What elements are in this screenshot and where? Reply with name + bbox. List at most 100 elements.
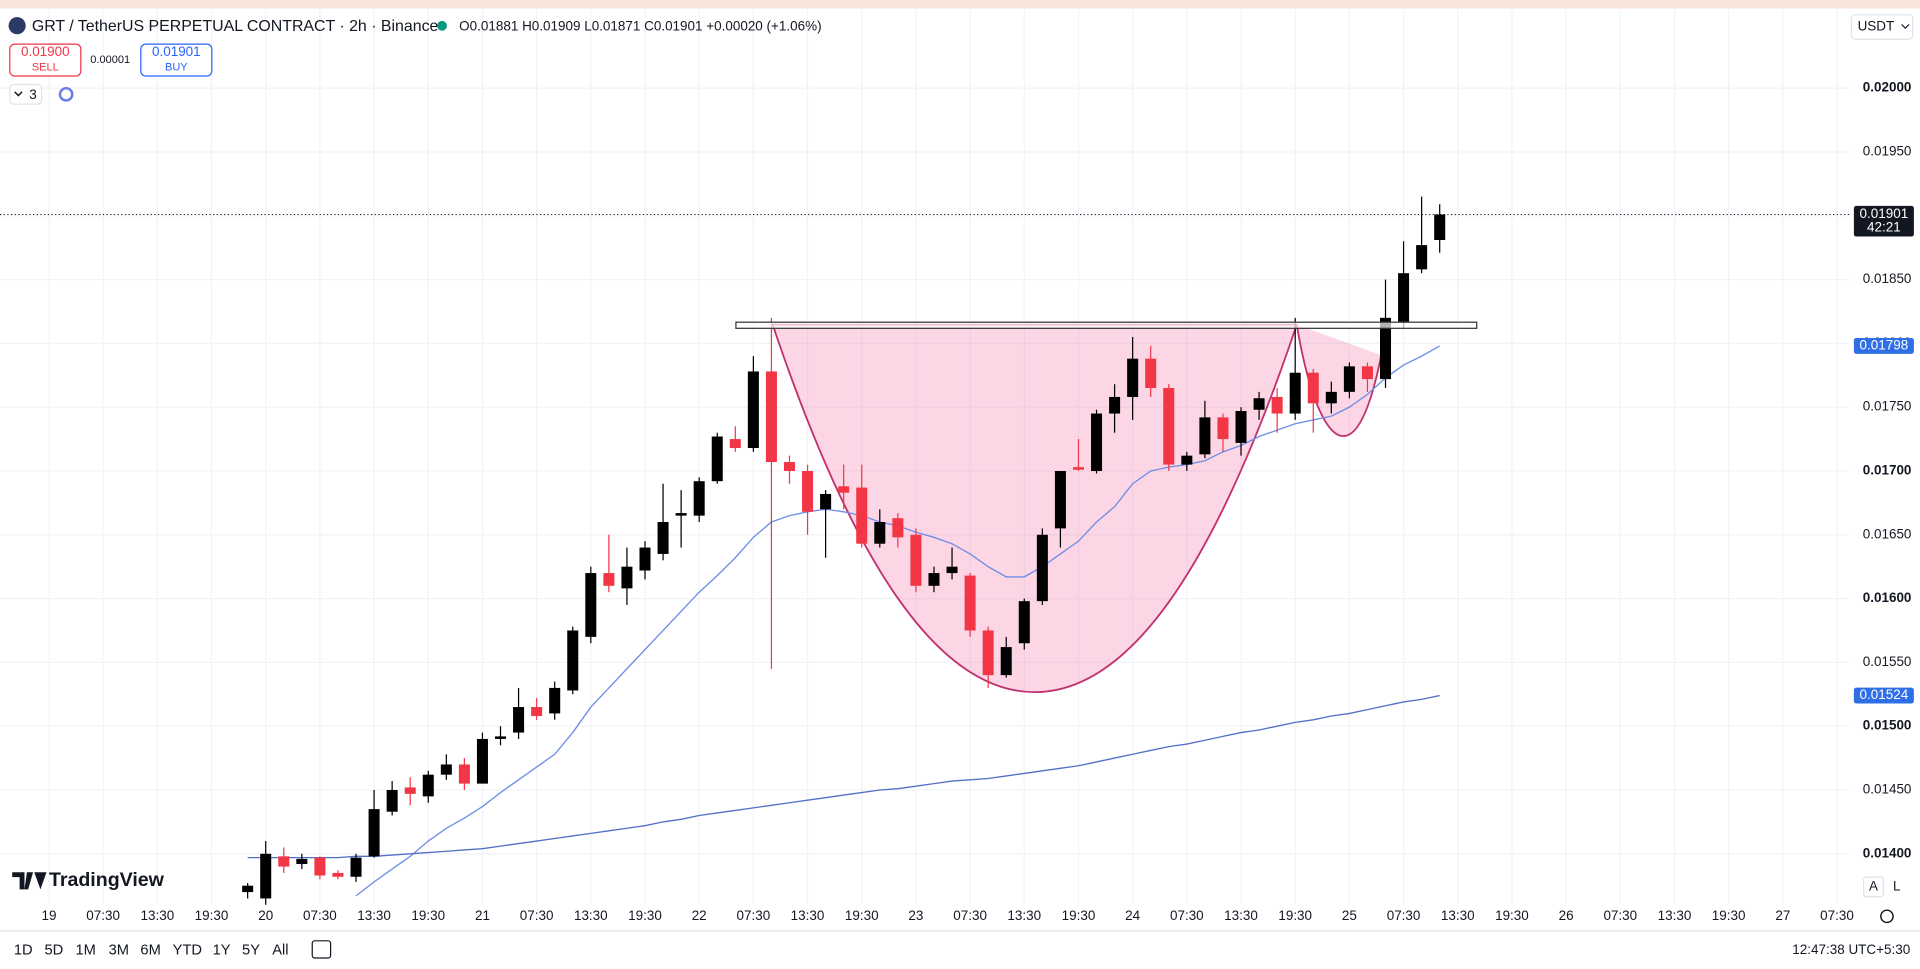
candle-body bbox=[1253, 398, 1265, 410]
settings-icon[interactable] bbox=[1880, 909, 1894, 924]
sell-price: 0.01900 bbox=[21, 44, 70, 59]
market-status bbox=[437, 20, 447, 31]
candle-body bbox=[386, 789, 398, 812]
currency-select[interactable] bbox=[1850, 14, 1914, 40]
x-tick-label: 19:30 bbox=[845, 908, 879, 923]
x-tick-label: 07:30 bbox=[1603, 908, 1637, 923]
x-tick-label: 19:30 bbox=[628, 908, 662, 923]
buy-label: BUY bbox=[165, 61, 188, 73]
indicators-count: 3 bbox=[29, 87, 36, 102]
x-tick-label: 19 bbox=[41, 908, 56, 923]
x-tick-label: 07:30 bbox=[1387, 908, 1421, 923]
x-tick-label: 13:30 bbox=[1007, 908, 1041, 923]
candle-body bbox=[639, 547, 651, 571]
y-tick-label: 0.01650 bbox=[1863, 526, 1912, 541]
resistance-box bbox=[735, 321, 1478, 329]
candle-body bbox=[495, 736, 507, 739]
range-button[interactable]: 1M bbox=[76, 942, 96, 958]
candle-body bbox=[982, 630, 994, 676]
buy-price: 0.01901 bbox=[152, 44, 201, 59]
candle-body bbox=[910, 534, 922, 586]
x-tick-label: 19:30 bbox=[195, 908, 229, 923]
y-tick-label: 0.01500 bbox=[1863, 718, 1912, 733]
candle-body bbox=[1307, 372, 1319, 404]
range-button[interactable]: 6M bbox=[140, 942, 160, 958]
symbol-icon bbox=[8, 17, 26, 35]
range-button[interactable]: 3M bbox=[109, 942, 129, 958]
candle-body bbox=[874, 522, 886, 544]
candle-body bbox=[458, 764, 470, 784]
candle-body bbox=[567, 630, 579, 691]
range-toolbar: 1D 5D 1M 3M 6M YTD 1Y 5Y All bbox=[14, 942, 289, 958]
x-tick-label: 21 bbox=[475, 908, 490, 923]
candle-body bbox=[1109, 396, 1121, 414]
chevron bbox=[14, 91, 23, 97]
x-tick-label: 07:30 bbox=[953, 908, 987, 923]
x-tick-label: 07:30 bbox=[1170, 908, 1204, 923]
candle-body bbox=[1145, 358, 1157, 389]
brand: TradingView bbox=[49, 869, 165, 891]
candle-body bbox=[964, 575, 976, 631]
ohlc-legend: O0.01881 H0.01909 L0.01871 C0.01901 +0.0… bbox=[459, 19, 821, 34]
x-tick-label: 13:30 bbox=[140, 908, 174, 923]
candle-body bbox=[404, 787, 416, 794]
candle-body bbox=[1018, 601, 1030, 644]
candle-body bbox=[1343, 366, 1355, 392]
x-tick-label: 07:30 bbox=[303, 908, 337, 923]
x-tick-label: 19:30 bbox=[1495, 908, 1529, 923]
x-tick-label: 07:30 bbox=[520, 908, 554, 923]
sell-label: SELL bbox=[32, 61, 59, 73]
y-tick-label: 0.01400 bbox=[1863, 845, 1912, 860]
candle-body bbox=[260, 853, 272, 899]
candle-body bbox=[549, 687, 561, 714]
candle-body bbox=[711, 436, 723, 482]
candle-body bbox=[368, 809, 380, 857]
range-button[interactable]: All bbox=[272, 942, 288, 958]
last-price-label: 0.01901 bbox=[1860, 206, 1909, 221]
candle-body bbox=[856, 487, 868, 544]
auto-scale-button[interactable] bbox=[1863, 876, 1884, 898]
indicators-toggle[interactable] bbox=[9, 83, 43, 105]
range-button[interactable]: 5D bbox=[44, 942, 63, 958]
candle-body bbox=[693, 481, 705, 516]
candle-body bbox=[1271, 396, 1283, 414]
candle-body bbox=[585, 573, 597, 637]
range-button[interactable]: YTD bbox=[173, 942, 202, 958]
range-button[interactable]: 1D bbox=[14, 942, 33, 958]
candle-body bbox=[621, 566, 633, 589]
candle-body bbox=[1380, 317, 1392, 380]
candle-body bbox=[1361, 366, 1373, 380]
x-tick-label: 19:30 bbox=[1278, 908, 1312, 923]
scale-button-label: L bbox=[1893, 878, 1901, 893]
y-tick-label: 0.02000 bbox=[1863, 80, 1912, 95]
x-tick-label: 19:30 bbox=[411, 908, 445, 923]
candle-body bbox=[242, 885, 254, 893]
spread: 0.00001 bbox=[90, 54, 130, 66]
x-tick-label: 13:30 bbox=[791, 908, 825, 923]
price-label-box bbox=[1853, 337, 1914, 354]
x-tick-label: 20 bbox=[258, 908, 273, 923]
x-tick-label: 19:30 bbox=[1712, 908, 1746, 923]
chevron bbox=[1901, 24, 1910, 30]
clock: 12:47:38 UTC+5:30 bbox=[1792, 942, 1910, 957]
candle-body bbox=[1091, 413, 1103, 471]
candle-body bbox=[513, 707, 525, 733]
candle-body bbox=[531, 707, 543, 716]
candle-body bbox=[946, 566, 958, 574]
sell-button[interactable] bbox=[9, 43, 82, 77]
calendar-icon[interactable] bbox=[311, 940, 332, 959]
symbol-title: GRT / TetherUS PERPETUAL CONTRACT · 2h ·… bbox=[32, 18, 439, 35]
candle-body bbox=[783, 462, 795, 471]
x-tick-label: 07:30 bbox=[737, 908, 771, 923]
x-tick-label: 13:30 bbox=[357, 908, 391, 923]
buy-button[interactable] bbox=[140, 43, 213, 77]
price-label: 0.01798 bbox=[1860, 337, 1909, 352]
range-button[interactable]: 1Y bbox=[213, 942, 231, 958]
candle-body bbox=[1127, 358, 1139, 397]
candle-body bbox=[476, 738, 488, 784]
candle-body bbox=[838, 486, 850, 493]
x-tick-label: 22 bbox=[692, 908, 707, 923]
range-button[interactable]: 5Y bbox=[242, 942, 260, 958]
top-strip bbox=[0, 0, 1920, 9]
x-tick-label: 24 bbox=[1125, 908, 1140, 923]
